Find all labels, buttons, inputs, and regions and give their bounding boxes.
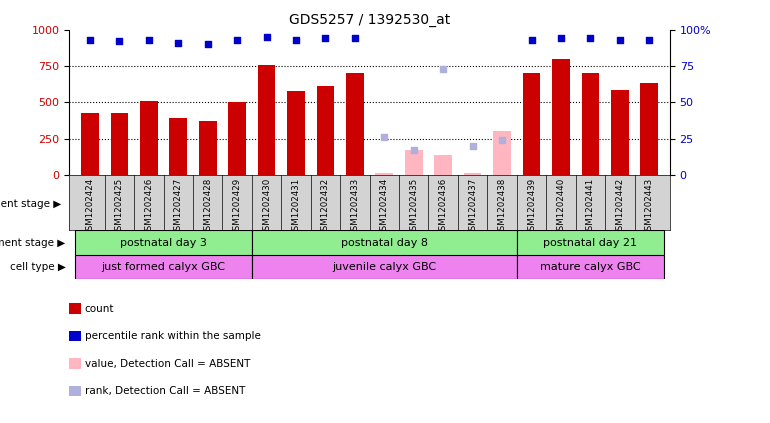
Bar: [434, 155, 452, 175]
Bar: [552, 59, 570, 175]
Bar: [581, 73, 599, 175]
Text: GSM1202428: GSM1202428: [203, 178, 213, 236]
Text: percentile rank within the sample: percentile rank within the sample: [85, 331, 260, 341]
Text: GSM1202433: GSM1202433: [350, 178, 360, 236]
Text: just formed calyx GBC: just formed calyx GBC: [102, 262, 226, 272]
Bar: [641, 82, 658, 175]
Bar: [517, 230, 664, 255]
Point: [407, 147, 420, 154]
Bar: [199, 121, 216, 175]
Point: [643, 36, 655, 43]
Text: GSM1202434: GSM1202434: [380, 178, 389, 236]
Bar: [75, 230, 252, 255]
Text: GSM1202432: GSM1202432: [321, 178, 330, 236]
Text: GSM1202430: GSM1202430: [262, 178, 271, 236]
Bar: [81, 113, 99, 175]
Text: GSM1202436: GSM1202436: [439, 178, 447, 236]
Point: [349, 35, 361, 42]
Text: mature calyx GBC: mature calyx GBC: [540, 262, 641, 272]
Bar: [464, 173, 481, 175]
Point: [584, 35, 597, 42]
Bar: [258, 65, 276, 175]
Bar: [316, 86, 334, 175]
Text: GSM1202443: GSM1202443: [644, 178, 654, 236]
Bar: [376, 173, 393, 175]
Point: [231, 36, 243, 43]
Bar: [346, 73, 363, 175]
Text: postnatal day 3: postnatal day 3: [120, 238, 207, 247]
Text: GSM1202441: GSM1202441: [586, 178, 595, 236]
Bar: [140, 101, 158, 175]
Bar: [169, 118, 187, 175]
Point: [555, 35, 567, 42]
Point: [84, 36, 96, 43]
Text: development stage ▶: development stage ▶: [0, 199, 62, 209]
Point: [378, 134, 390, 140]
Text: GSM1202425: GSM1202425: [115, 178, 124, 236]
Text: count: count: [85, 304, 114, 314]
Point: [260, 33, 273, 40]
Point: [142, 36, 155, 43]
Text: postnatal day 21: postnatal day 21: [544, 238, 638, 247]
Point: [290, 36, 302, 43]
Text: GSM1202429: GSM1202429: [233, 178, 242, 236]
Point: [113, 38, 126, 45]
Bar: [405, 150, 423, 175]
Point: [614, 36, 626, 43]
Text: cell type ▶: cell type ▶: [9, 262, 65, 272]
Text: value, Detection Call = ABSENT: value, Detection Call = ABSENT: [85, 359, 250, 369]
Title: GDS5257 / 1392530_at: GDS5257 / 1392530_at: [289, 13, 450, 27]
Bar: [523, 73, 541, 175]
Bar: [111, 113, 128, 175]
Bar: [611, 90, 628, 175]
Text: development stage ▶: development stage ▶: [0, 238, 65, 247]
Text: GSM1202439: GSM1202439: [527, 178, 536, 236]
Point: [467, 143, 479, 149]
Point: [525, 36, 537, 43]
Point: [437, 66, 450, 72]
Bar: [228, 102, 246, 175]
Point: [202, 41, 214, 47]
Text: GSM1202426: GSM1202426: [144, 178, 153, 236]
Point: [172, 39, 184, 46]
Text: GSM1202424: GSM1202424: [85, 178, 95, 236]
Text: GSM1202437: GSM1202437: [468, 178, 477, 236]
Bar: [287, 91, 305, 175]
Bar: [75, 255, 252, 279]
Text: GSM1202427: GSM1202427: [174, 178, 182, 236]
Text: postnatal day 8: postnatal day 8: [341, 238, 428, 247]
Text: juvenile calyx GBC: juvenile calyx GBC: [333, 262, 437, 272]
Text: GSM1202440: GSM1202440: [557, 178, 565, 236]
Text: GSM1202431: GSM1202431: [292, 178, 300, 236]
Bar: [252, 230, 517, 255]
Point: [320, 35, 332, 42]
Text: GSM1202435: GSM1202435: [410, 178, 418, 236]
Bar: [517, 255, 664, 279]
Bar: [494, 131, 511, 175]
Text: GSM1202438: GSM1202438: [497, 178, 507, 236]
Text: GSM1202442: GSM1202442: [615, 178, 624, 236]
Bar: [252, 255, 517, 279]
Point: [496, 137, 508, 143]
Text: rank, Detection Call = ABSENT: rank, Detection Call = ABSENT: [85, 386, 245, 396]
